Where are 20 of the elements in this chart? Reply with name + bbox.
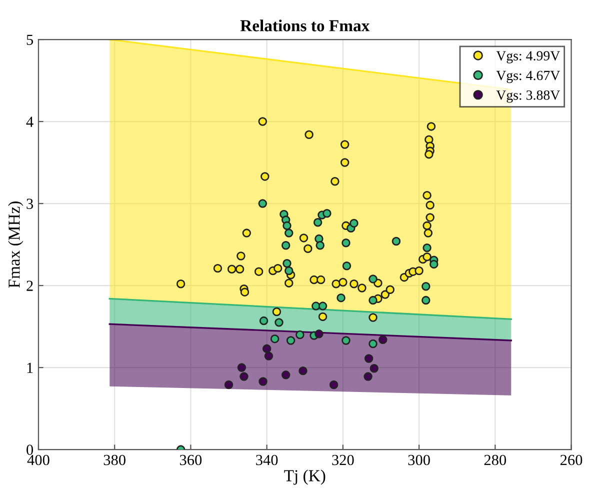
x-tick-label: 360 <box>180 454 202 466</box>
legend-label: Vgs: 4.67V <box>496 70 560 84</box>
x-tick-label: 260 <box>560 454 582 466</box>
y-tick-label: 5 <box>26 34 34 45</box>
y-tick-label: 2 <box>26 280 33 291</box>
x-tick-label: 380 <box>104 454 126 466</box>
x-tick-label: 300 <box>408 454 430 466</box>
chart-title: Relations to Fmax <box>240 20 370 32</box>
y-axis-title: Fmax (MHz) <box>8 202 24 288</box>
legend-label: Vgs: 3.88V <box>496 90 560 103</box>
x-tick-label: 280 <box>484 454 506 466</box>
y-tick-label: 4 <box>26 116 34 127</box>
x-axis-title: Tj (K) <box>284 470 326 485</box>
x-tick-label: 400 <box>27 454 50 466</box>
legend-label: Vgs: 4.99V <box>496 51 560 64</box>
y-tick-label: 1 <box>27 362 33 373</box>
x-tick-label: 320 <box>332 454 354 466</box>
x-tick-label: 340 <box>256 454 278 466</box>
y-tick-label: 3 <box>26 198 34 209</box>
y-tick-label: 0 <box>26 444 34 455</box>
